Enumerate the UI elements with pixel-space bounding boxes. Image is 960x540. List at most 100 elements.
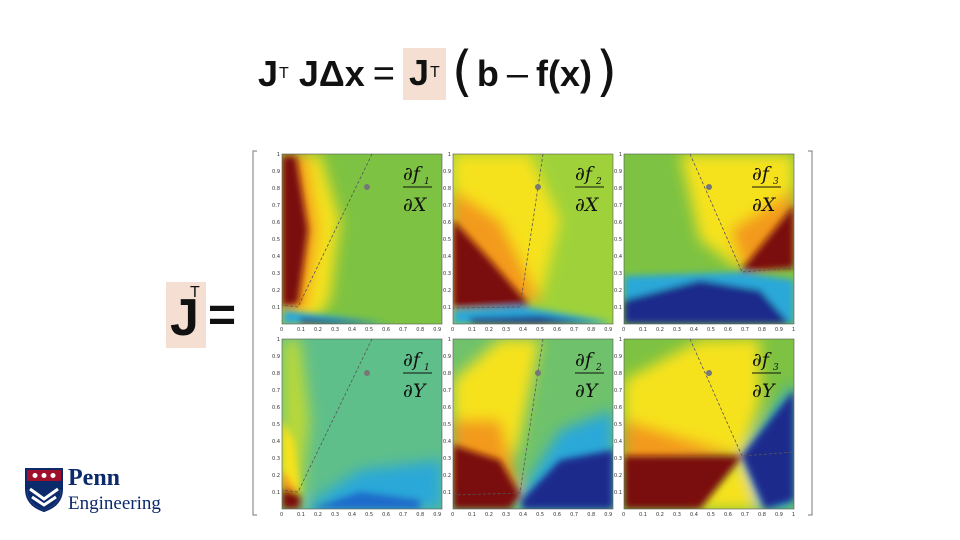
- x-tick-label: 0.2: [314, 512, 322, 518]
- frac-sub-2: 3: [773, 177, 779, 187]
- y-tick-label: 0.2: [614, 473, 622, 479]
- x-tick-label: 0.6: [382, 512, 390, 518]
- x-tick-label: 0.5: [365, 512, 373, 518]
- tick-labels: 0 0.1 0.2 0.3 0.4 0.5 0.6 0.7 0.8 0.9 0.1 0.2 0.3 0.4…: [272, 152, 795, 518]
- panel-df3-dx: [624, 154, 794, 324]
- frac-sub-4: 2: [595, 363, 602, 373]
- jacobian-transpose-label: J T =: [166, 282, 236, 348]
- y-tick-label: 0.3: [443, 456, 451, 462]
- frac-num-0: ∂f: [403, 163, 423, 185]
- panel-df1-dy: [282, 339, 442, 509]
- y-tick-label: 0.3: [614, 456, 622, 462]
- y-tick-label: 0.1: [614, 305, 622, 311]
- x-tick-label: 0.5: [536, 512, 544, 518]
- frac-sub-1: 2: [595, 177, 602, 187]
- x-tick-label: 0.2: [314, 327, 322, 333]
- eq-j2: J: [298, 53, 319, 94]
- eq-transpose2: T: [429, 64, 440, 81]
- y-tick-label: 0.9: [272, 169, 280, 175]
- frac-num-4: ∂f: [575, 349, 595, 371]
- y-tick-label: 0.5: [272, 237, 280, 243]
- x-tick-label: 0.1: [639, 512, 647, 518]
- x-tick-label: 0.7: [741, 327, 749, 333]
- frac-sub-5: 3: [773, 363, 779, 373]
- y-tick-label: 0.8: [443, 186, 451, 192]
- x-tick-label: 0.9: [604, 327, 612, 333]
- x-tick-label: 0.6: [382, 327, 390, 333]
- y-tick-label: 1: [619, 152, 622, 158]
- x-tick-label: 0.6: [724, 512, 732, 518]
- frac-num-3: ∂f: [403, 349, 423, 371]
- x-tick-label: 0.3: [673, 512, 681, 518]
- jt-j: J: [170, 289, 199, 347]
- x-tick-label: 0.2: [485, 512, 493, 518]
- y-tick-label: 0.9: [614, 169, 622, 175]
- x-tick-label: 0.8: [758, 512, 766, 518]
- eq-j: J: [258, 53, 279, 94]
- x-tick-label: 0.4: [348, 327, 356, 333]
- x-tick-label: 0.9: [775, 327, 783, 333]
- x-tick-label: 0.4: [690, 327, 698, 333]
- frac-num-2: ∂f: [752, 163, 772, 185]
- panel-df2-dx: [453, 154, 613, 324]
- x-tick-label: 0.1: [468, 327, 476, 333]
- y-tick-label: 0.7: [272, 203, 280, 209]
- jt-t: T: [190, 284, 200, 301]
- right-bracket: [808, 150, 813, 516]
- frac-den-2: ∂X: [752, 194, 777, 216]
- frac-den-0: ∂X: [403, 194, 428, 216]
- logo-penn-text: Penn: [68, 465, 121, 491]
- y-tick-label: 0.5: [443, 237, 451, 243]
- y-tick-label: 0.1: [614, 490, 622, 496]
- eq-equals: =: [372, 52, 395, 95]
- normal-equation: J T J Δx = J T ( b – f(x) ): [258, 42, 617, 106]
- shield-icon: [25, 468, 63, 513]
- x-tick-label: 0: [280, 512, 283, 518]
- y-tick-label: 0.8: [614, 186, 622, 192]
- target-dots: [364, 184, 712, 376]
- y-tick-label: 0.2: [272, 473, 280, 479]
- eq-rparen: ): [595, 40, 618, 103]
- y-tick-label: 0.8: [443, 371, 451, 377]
- y-tick-label: 0.8: [614, 371, 622, 377]
- x-tick-label: 0.1: [297, 512, 305, 518]
- y-tick-label: 0.7: [272, 388, 280, 394]
- panel-df2-dy: [453, 339, 613, 509]
- logo-engineering-text: Engineering: [68, 493, 161, 514]
- y-tick-label: 0.2: [272, 288, 280, 294]
- x-tick-label: 1: [792, 327, 795, 333]
- y-tick-label: 0.7: [443, 388, 451, 394]
- x-tick-label: 0.4: [519, 512, 527, 518]
- eq-minus: –: [506, 52, 528, 95]
- x-tick-label: 0.1: [468, 512, 476, 518]
- eq-lparen: (: [451, 40, 473, 103]
- jt-equals: =: [208, 288, 237, 342]
- x-tick-label: 0.7: [399, 327, 407, 333]
- x-tick-label: 1: [792, 512, 795, 518]
- x-tick-label: 0.8: [758, 327, 766, 333]
- x-tick-label: 0.3: [502, 327, 510, 333]
- y-tick-label: 0.6: [614, 405, 622, 411]
- y-tick-label: 0.7: [614, 388, 622, 394]
- fraction-labels: ∂f 1 ∂X ∂f 2 ∂X ∂f 3 ∂X ∂f 1 ∂Y ∂f 2 ∂Y …: [403, 163, 781, 402]
- frac-den-4: ∂Y: [575, 380, 600, 402]
- x-tick-label: 0.1: [639, 327, 647, 333]
- y-tick-label: 1: [277, 337, 280, 343]
- x-tick-label: 0.1: [297, 327, 305, 333]
- y-tick-label: 0.1: [272, 305, 280, 311]
- y-tick-label: 0.9: [614, 354, 622, 360]
- x-tick-label: 0.8: [416, 327, 424, 333]
- x-tick-label: 0: [451, 512, 454, 518]
- y-tick-label: 0.7: [443, 203, 451, 209]
- x-tick-label: 0.7: [741, 512, 749, 518]
- x-tick-label: 0.6: [553, 512, 561, 518]
- x-tick-label: 0.6: [553, 327, 561, 333]
- y-tick-label: 0.4: [614, 254, 622, 260]
- panel-df1-dx: [282, 154, 442, 324]
- frac-den-3: ∂Y: [403, 380, 428, 402]
- y-tick-label: 0.3: [443, 271, 451, 277]
- y-tick-label: 0.9: [272, 354, 280, 360]
- panel-df3-dy: [624, 339, 794, 509]
